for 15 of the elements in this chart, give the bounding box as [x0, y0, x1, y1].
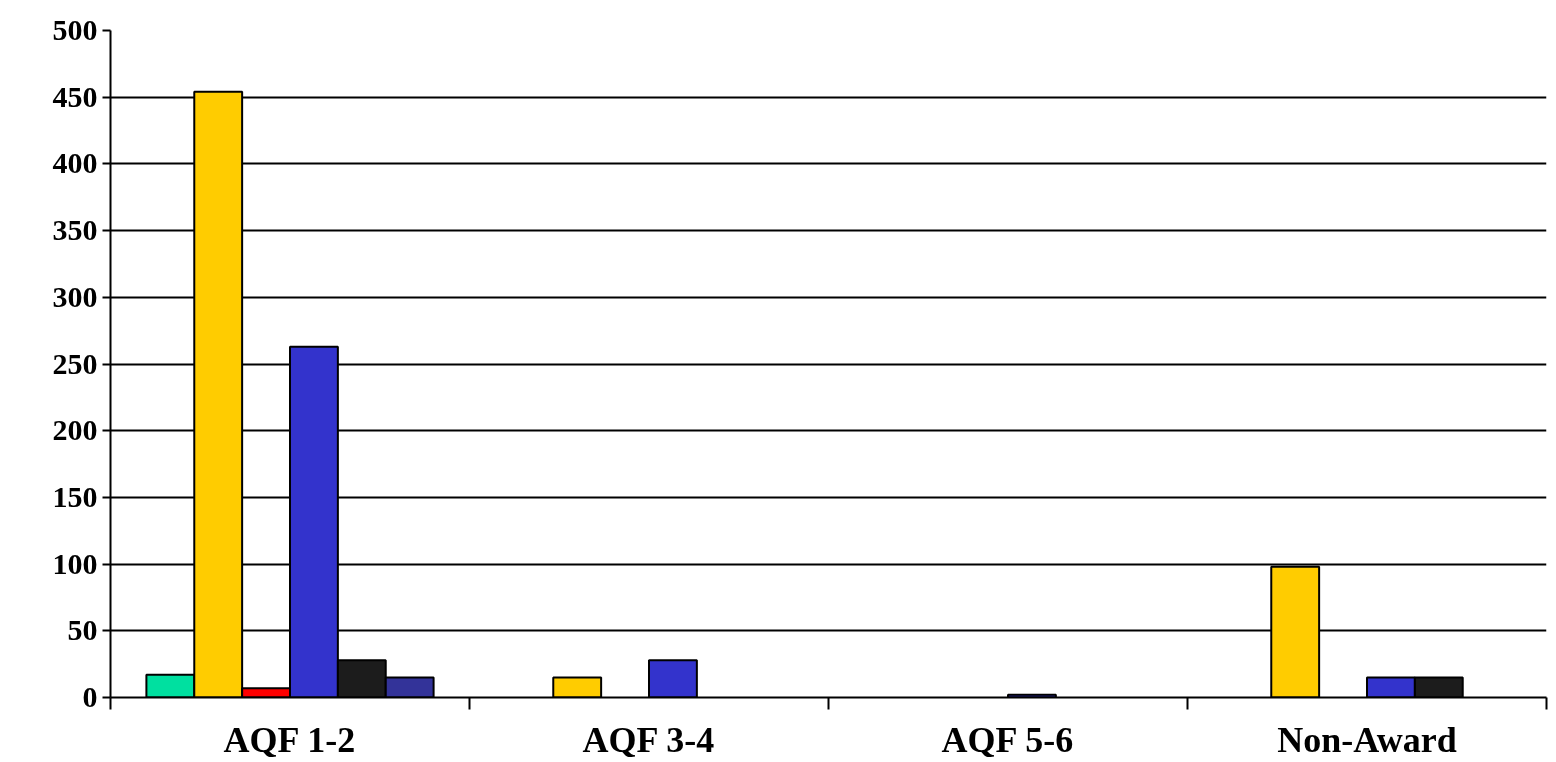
y-tick-label: 0: [82, 680, 98, 713]
y-tick-label: 50: [67, 613, 98, 647]
y-tick-label: 500: [52, 13, 98, 46]
y-tick-label: 200: [52, 413, 98, 447]
x-tick-label: AQF 5-6: [941, 719, 1074, 760]
y-tick-label: 150: [52, 479, 98, 513]
x-tick-label: AQF 3-4: [582, 719, 715, 760]
y-tick-label: 300: [52, 279, 98, 313]
y-tick-label: 250: [52, 346, 98, 380]
x-tick-label: Non-Award: [1277, 719, 1457, 760]
y-tick-label: 450: [52, 79, 98, 113]
y-tick-label: 350: [52, 213, 98, 247]
y-tick-label: 400: [52, 146, 98, 180]
y-tick-label: 100: [52, 546, 98, 580]
x-tick-label: AQF 1-2: [223, 719, 356, 760]
